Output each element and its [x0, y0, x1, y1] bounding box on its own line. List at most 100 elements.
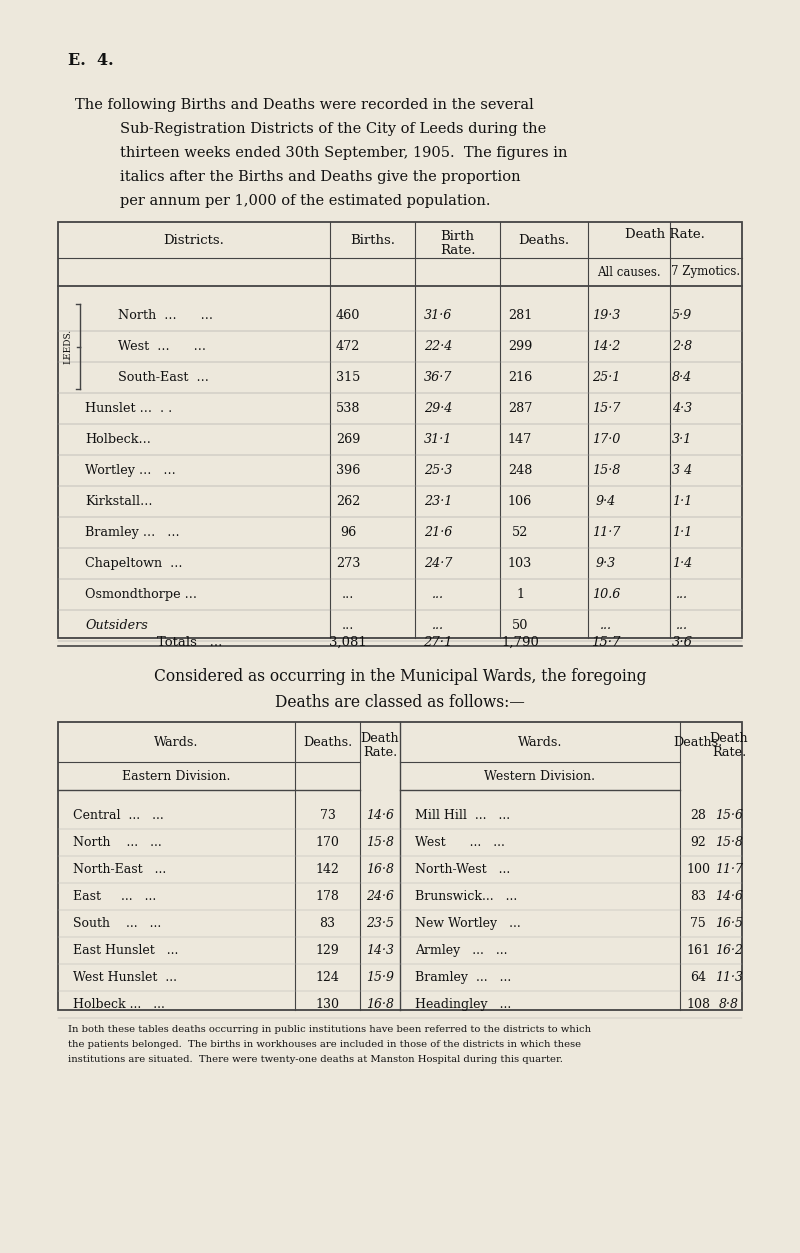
Text: italics after the Births and Deaths give the proportion: italics after the Births and Deaths give…	[120, 170, 521, 184]
Text: 19·3: 19·3	[592, 309, 620, 322]
Text: 28: 28	[690, 809, 706, 822]
Text: 5·9: 5·9	[672, 309, 692, 322]
Text: ...: ...	[432, 588, 444, 601]
Text: New Wortley   ...: New Wortley ...	[415, 917, 521, 930]
Text: Wards.: Wards.	[154, 736, 198, 748]
Text: 31·6: 31·6	[424, 309, 452, 322]
Text: 147: 147	[508, 434, 532, 446]
Text: 25·3: 25·3	[424, 464, 452, 477]
Text: 460: 460	[336, 309, 360, 322]
Text: ...: ...	[342, 588, 354, 601]
Text: Wortley ...   ...: Wortley ... ...	[85, 464, 176, 477]
Text: Rate.: Rate.	[712, 746, 746, 758]
Text: 315: 315	[336, 371, 360, 383]
Text: 83: 83	[690, 890, 706, 903]
Text: Rate.: Rate.	[363, 746, 397, 758]
Text: The following Births and Deaths were recorded in the several: The following Births and Deaths were rec…	[75, 98, 534, 112]
Text: West Hunslet  ...: West Hunslet ...	[73, 971, 177, 984]
Text: Hunslet ...  . .: Hunslet ... . .	[85, 402, 172, 415]
Text: 100: 100	[686, 863, 710, 876]
Text: North-West   ...: North-West ...	[415, 863, 510, 876]
Text: Brunswick...   ...: Brunswick... ...	[415, 890, 518, 903]
Text: Totals   ...: Totals ...	[158, 635, 222, 649]
Text: 262: 262	[336, 495, 360, 507]
Text: Deaths.: Deaths.	[518, 233, 570, 247]
Text: 64: 64	[690, 971, 706, 984]
Text: the patients belonged.  The births in workhouses are included in those of the di: the patients belonged. The births in wor…	[68, 1040, 581, 1049]
Text: ...: ...	[676, 588, 688, 601]
Text: 16·2: 16·2	[715, 944, 743, 957]
Text: E.  4.: E. 4.	[68, 53, 114, 69]
Text: 216: 216	[508, 371, 532, 383]
Text: West      ...   ...: West ... ...	[415, 836, 505, 850]
Text: 17·0: 17·0	[592, 434, 620, 446]
Text: 8·4: 8·4	[672, 371, 692, 383]
Text: In both these tables deaths occurring in public institutions have been referred : In both these tables deaths occurring in…	[68, 1025, 591, 1034]
Text: Deaths.: Deaths.	[674, 736, 722, 748]
Text: 15·8: 15·8	[715, 836, 743, 850]
Text: 2·8: 2·8	[672, 340, 692, 353]
Text: 83: 83	[319, 917, 335, 930]
Text: 108: 108	[686, 997, 710, 1011]
Text: 15·9: 15·9	[366, 971, 394, 984]
Text: 1·4: 1·4	[672, 558, 692, 570]
Text: 130: 130	[315, 997, 339, 1011]
Text: ...: ...	[342, 619, 354, 632]
Text: Sub-Registration Districts of the City of Leeds during the: Sub-Registration Districts of the City o…	[120, 122, 546, 137]
Text: 15·8: 15·8	[366, 836, 394, 850]
Text: Mill Hill  ...   ...: Mill Hill ... ...	[415, 809, 510, 822]
Text: ...: ...	[432, 619, 444, 632]
Text: West  ...      ...: West ... ...	[118, 340, 206, 353]
Text: 15·6: 15·6	[715, 809, 743, 822]
Text: 124: 124	[315, 971, 339, 984]
Text: Districts.: Districts.	[163, 233, 225, 247]
Text: 3,081: 3,081	[329, 635, 367, 649]
Text: institutions are situated.  There were twenty-one deaths at Manston Hospital dur: institutions are situated. There were tw…	[68, 1055, 563, 1064]
Text: 21·6: 21·6	[424, 526, 452, 539]
Text: 103: 103	[508, 558, 532, 570]
Text: North-East   ...: North-East ...	[73, 863, 166, 876]
Text: 1·1: 1·1	[672, 495, 692, 507]
Text: 7 Zymotics.: 7 Zymotics.	[671, 266, 741, 278]
Text: 15·7: 15·7	[591, 635, 621, 649]
Text: 15·8: 15·8	[592, 464, 620, 477]
Text: 538: 538	[336, 402, 360, 415]
Text: ...: ...	[676, 619, 688, 632]
Text: 248: 248	[508, 464, 532, 477]
Text: 24·6: 24·6	[366, 890, 394, 903]
Bar	[58, 222, 742, 638]
Text: East Hunslet   ...: East Hunslet ...	[73, 944, 178, 957]
Text: 11·7: 11·7	[715, 863, 743, 876]
Text: Death Rate.: Death Rate.	[625, 228, 705, 242]
Text: Birth: Birth	[441, 231, 474, 243]
Text: Rate.: Rate.	[440, 243, 475, 257]
Text: 1·1: 1·1	[672, 526, 692, 539]
Text: 3·6: 3·6	[671, 635, 693, 649]
Text: 4·3: 4·3	[672, 402, 692, 415]
Text: 16·5: 16·5	[715, 917, 743, 930]
Text: 269: 269	[336, 434, 360, 446]
Text: LEEDS.: LEEDS.	[63, 330, 72, 365]
Text: 106: 106	[508, 495, 532, 507]
Text: per annum per 1,000 of the estimated population.: per annum per 1,000 of the estimated pop…	[120, 194, 490, 208]
Text: thirteen weeks ended 30th September, 1905.  The figures in: thirteen weeks ended 30th September, 190…	[120, 147, 567, 160]
Text: 23·5: 23·5	[366, 917, 394, 930]
Text: 9·3: 9·3	[596, 558, 616, 570]
Text: 14·6: 14·6	[715, 890, 743, 903]
Text: 29·4: 29·4	[424, 402, 452, 415]
Text: Eastern Division.: Eastern Division.	[122, 769, 230, 783]
Text: Deaths are classed as follows:—: Deaths are classed as follows:—	[275, 694, 525, 710]
Text: 396: 396	[336, 464, 360, 477]
Text: 16·8: 16·8	[366, 863, 394, 876]
Text: North    ...   ...: North ... ...	[73, 836, 162, 850]
Text: 96: 96	[340, 526, 356, 539]
Text: 178: 178	[315, 890, 339, 903]
Text: 472: 472	[336, 340, 360, 353]
Text: Headingley   ...: Headingley ...	[415, 997, 511, 1011]
Text: Central  ...   ...: Central ... ...	[73, 809, 164, 822]
Text: 22·4: 22·4	[424, 340, 452, 353]
Text: South-East  ...: South-East ...	[118, 371, 209, 383]
Text: 299: 299	[508, 340, 532, 353]
Text: 31·1: 31·1	[424, 434, 452, 446]
Text: 27·1: 27·1	[423, 635, 453, 649]
